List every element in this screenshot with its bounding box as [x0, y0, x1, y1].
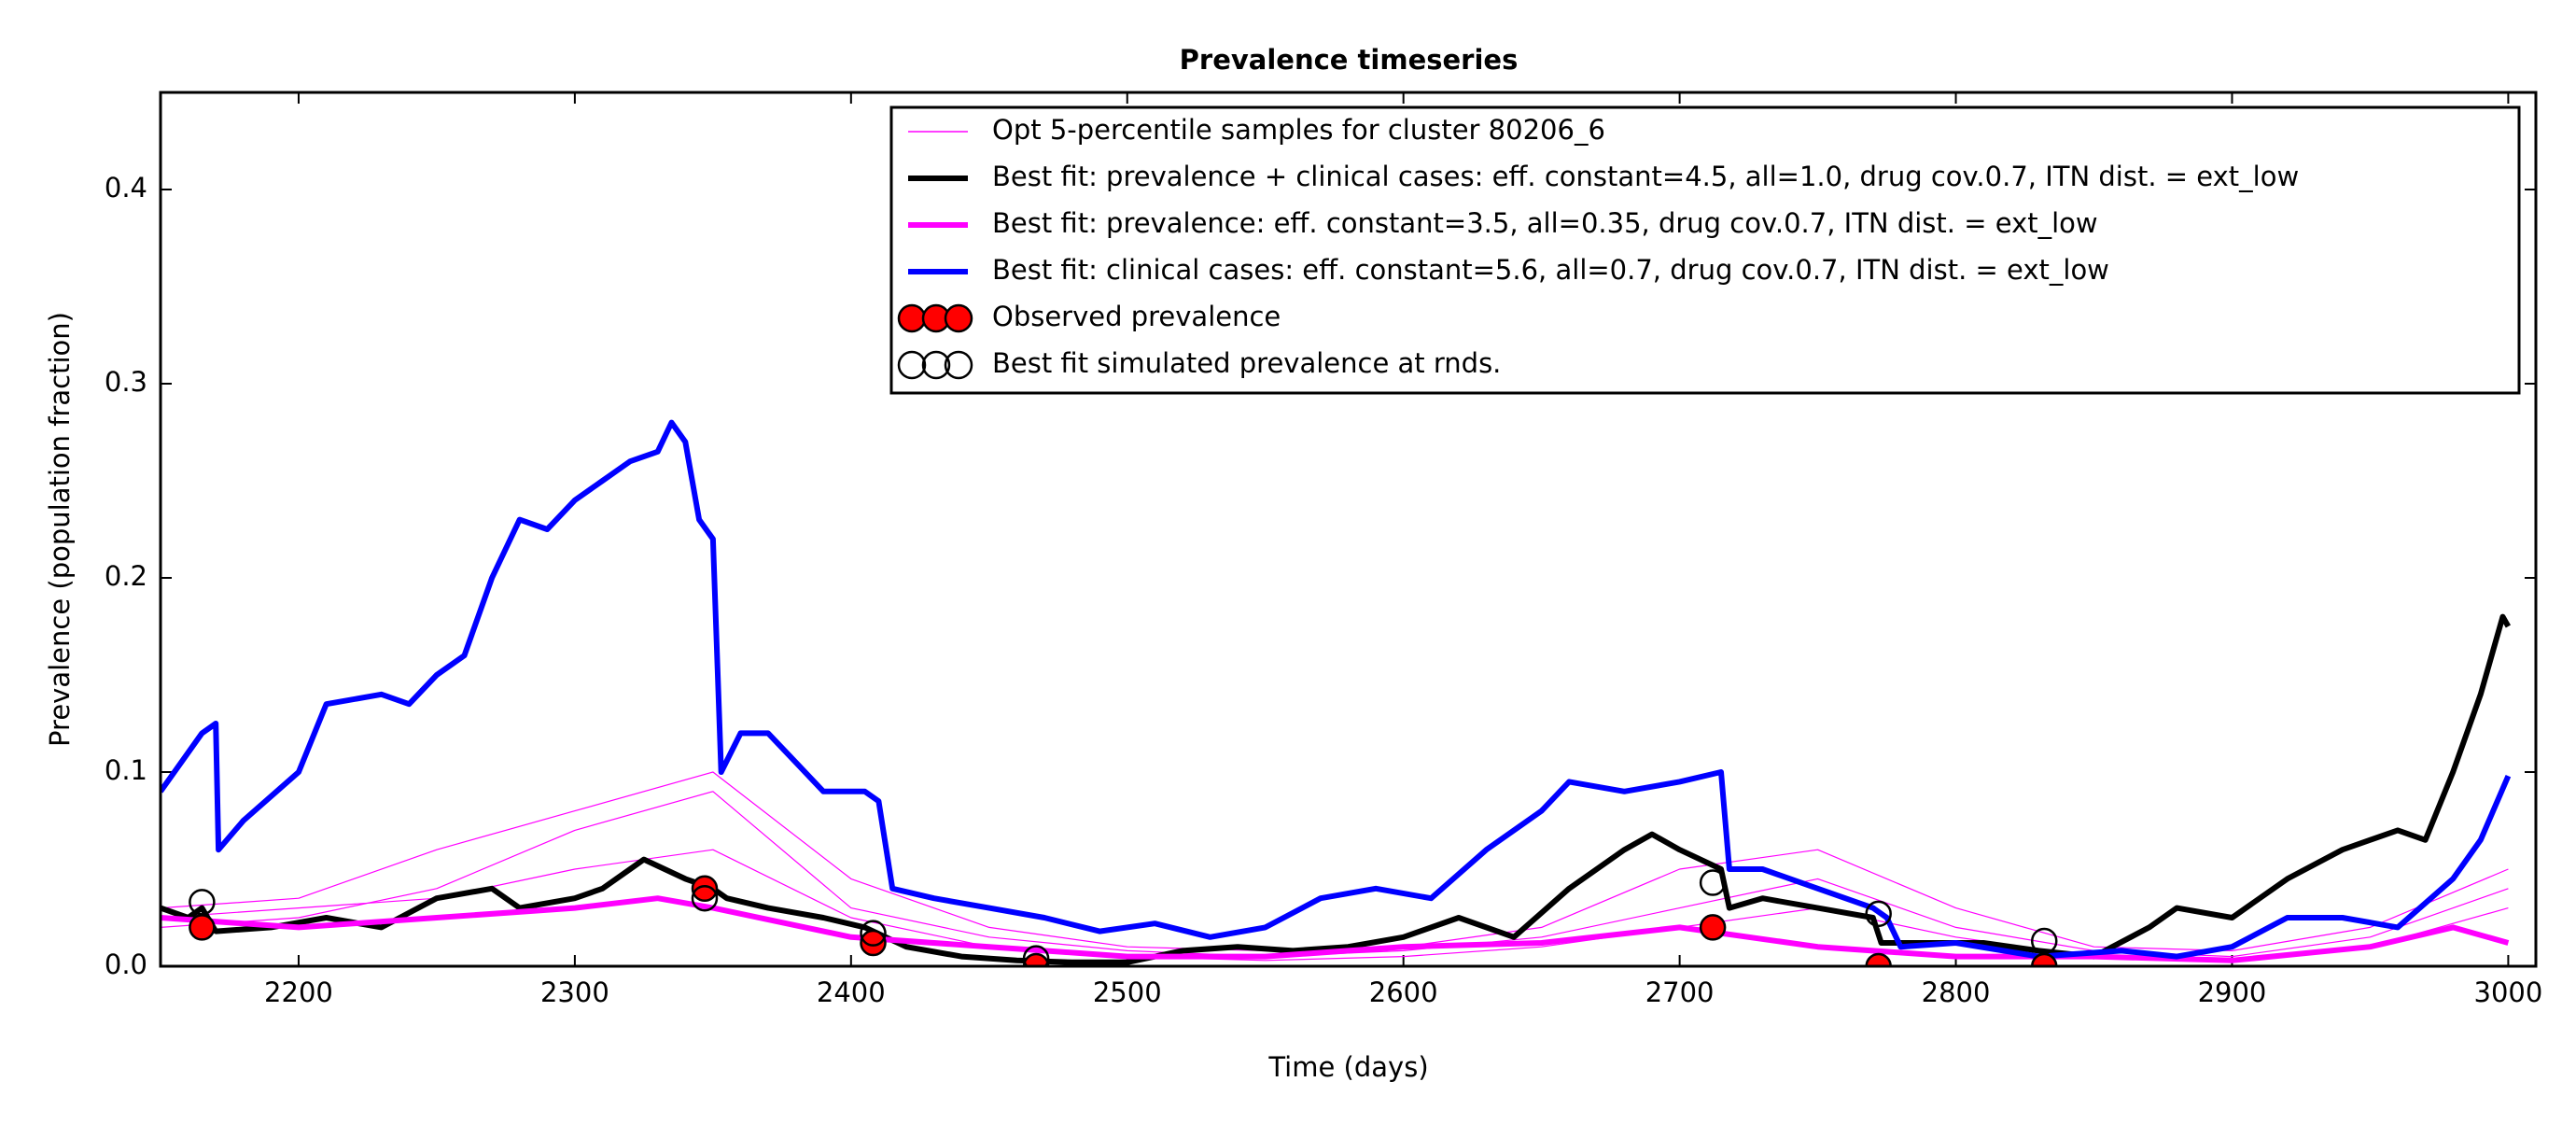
- x-tick-label: 2400: [817, 976, 886, 1008]
- marker: [1865, 952, 1892, 966]
- legend-label: Observed prevalence: [992, 301, 1281, 332]
- legend-label: Best fit: prevalence + clinical cases: e…: [992, 161, 2299, 192]
- y-tick-label: 0.4: [105, 172, 147, 204]
- x-tick-label: 2800: [1922, 976, 1991, 1008]
- x-tick-label: 3000: [2474, 976, 2543, 1008]
- x-tick-label: 2300: [540, 976, 609, 1008]
- marker: [1022, 945, 1050, 966]
- marker: [1699, 914, 1727, 941]
- marker: [1699, 869, 1727, 896]
- marker: [860, 920, 887, 947]
- marker: [691, 884, 719, 912]
- series-line: [161, 895, 2510, 963]
- series-line: [161, 613, 2512, 965]
- legend-box: [889, 105, 2521, 395]
- marker: [2030, 927, 2058, 955]
- marker: [189, 889, 216, 916]
- legend-marker: [897, 350, 927, 380]
- legend-marker: [944, 350, 973, 380]
- chart-title: Prevalence timeseries: [1180, 44, 1519, 76]
- y-tick-label: 0.0: [105, 948, 147, 980]
- x-tick-label: 2200: [264, 976, 333, 1008]
- marker: [1865, 900, 1892, 928]
- legend-label: Opt 5-percentile samples for cluster 802…: [992, 114, 1605, 146]
- y-tick-label: 0.2: [105, 560, 147, 592]
- x-tick-label: 2700: [1645, 976, 1715, 1008]
- legend-marker: [921, 350, 951, 380]
- legend-marker: [897, 303, 927, 333]
- marker: [860, 929, 887, 957]
- y-axis-label: Prevalence (population fraction): [44, 312, 76, 747]
- x-tick-label: 2900: [2198, 976, 2267, 1008]
- legend-label: Best fit: clinical cases: eff. constant=…: [992, 254, 2109, 286]
- legend-marker: [944, 303, 973, 333]
- plot-area: [161, 419, 2512, 966]
- marker: [691, 875, 719, 903]
- legend-label: Best fit: prevalence: eff. constant=3.5,…: [992, 207, 2098, 239]
- x-axis-label: Time (days): [1267, 1051, 1428, 1083]
- legend-label: Best fit simulated prevalence at rnds.: [992, 347, 1501, 379]
- y-tick-label: 0.1: [105, 754, 147, 786]
- y-tick-label: 0.3: [105, 366, 147, 398]
- marker: [189, 914, 216, 941]
- x-tick-label: 2600: [1369, 976, 1438, 1008]
- marker: [1022, 952, 1050, 966]
- axes-frame: [159, 91, 2538, 968]
- sample-line: [161, 791, 2509, 958]
- series-line: [161, 419, 2512, 960]
- x-tick-label: 2500: [1093, 976, 1162, 1008]
